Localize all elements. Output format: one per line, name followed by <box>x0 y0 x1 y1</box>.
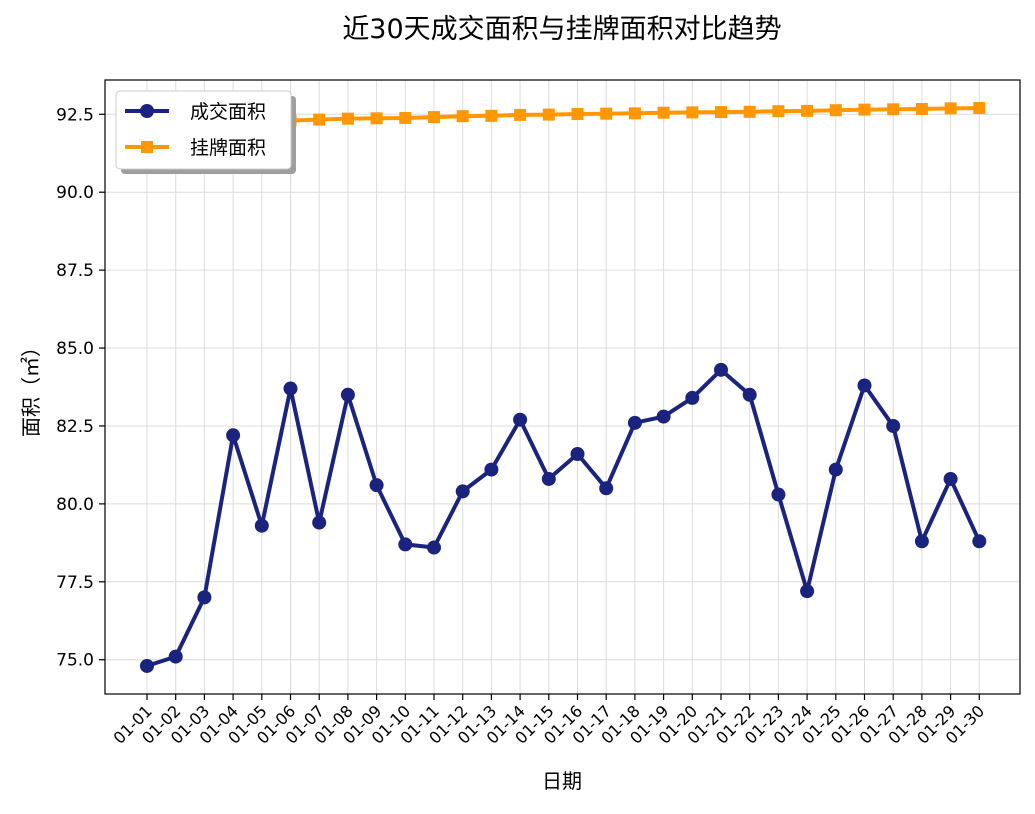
deal-area-point <box>255 519 269 533</box>
deal-area-point <box>743 388 757 402</box>
y-tick-label: 92.5 <box>56 105 94 125</box>
listing-area-point <box>772 105 784 117</box>
listing-area-point <box>801 105 813 117</box>
deal-area-point <box>886 419 900 433</box>
listing-area-point <box>629 107 641 119</box>
y-tick-label: 77.5 <box>56 573 94 593</box>
listing-area-point <box>514 109 526 121</box>
deal-area-point <box>513 413 527 427</box>
y-tick-label: 80.0 <box>56 495 94 515</box>
listing-area-point <box>916 103 928 115</box>
y-tick-label: 75.0 <box>56 651 94 671</box>
deal-area-point <box>398 537 412 551</box>
deal-area-point <box>858 378 872 392</box>
legend-marker-listing-area <box>141 141 153 153</box>
deal-area-point <box>284 382 298 396</box>
deal-area-point <box>169 650 183 664</box>
deal-area-point <box>628 416 642 430</box>
y-tick-label: 87.5 <box>56 261 94 281</box>
listing-area-point <box>572 108 584 120</box>
deal-area-point <box>944 472 958 486</box>
listing-area-point <box>945 102 957 114</box>
y-tick-label: 90.0 <box>56 183 94 203</box>
deal-area-point <box>571 447 585 461</box>
deal-area-point <box>685 391 699 405</box>
deal-area-point <box>456 484 470 498</box>
deal-area-point <box>915 534 929 548</box>
listing-area-point <box>457 110 469 122</box>
listing-area-point <box>686 106 698 118</box>
deal-area-point <box>484 463 498 477</box>
y-axis-label: 面积（㎡） <box>19 337 43 437</box>
listing-area-point <box>485 110 497 122</box>
deal-area-point <box>140 659 154 673</box>
legend[interactable]: 成交面积 挂牌面积 <box>116 91 296 174</box>
listing-area-point <box>371 112 383 124</box>
listing-area-point <box>658 107 670 119</box>
deal-area-point <box>197 590 211 604</box>
listing-area-point <box>543 109 555 121</box>
legend-marker-deal-area <box>140 104 154 118</box>
deal-area-point <box>829 463 843 477</box>
legend-label-listing-area: 挂牌面积 <box>190 137 266 159</box>
listing-area-point <box>887 103 899 115</box>
listing-area-point <box>313 114 325 126</box>
deal-area-point <box>312 516 326 530</box>
listing-area-point <box>715 106 727 118</box>
deal-area-point <box>542 472 556 486</box>
listing-area-point <box>973 102 985 114</box>
deal-area-point <box>226 428 240 442</box>
y-tick-label: 82.5 <box>56 417 94 437</box>
deal-area-point <box>599 481 613 495</box>
legend-label-deal-area: 成交面积 <box>190 101 266 123</box>
x-axis-label: 日期 <box>542 769 582 793</box>
series-layer <box>140 102 986 673</box>
listing-area-point <box>600 108 612 120</box>
deal-area-point <box>370 478 384 492</box>
deal-area-point <box>657 410 671 424</box>
deal-area-point <box>714 363 728 377</box>
listing-area-point <box>342 113 354 125</box>
listing-area-point <box>399 112 411 124</box>
deal-area-point <box>341 388 355 402</box>
deal-area-point <box>972 534 986 548</box>
listing-area-point <box>428 111 440 123</box>
listing-area-point <box>830 104 842 116</box>
deal-area-point <box>800 584 814 598</box>
deal-area-point <box>427 541 441 555</box>
y-tick-label: 85.0 <box>56 339 94 359</box>
chart-title: 近30天成交面积与挂牌面积对比趋势 <box>342 14 781 45</box>
listing-area-point <box>744 106 756 118</box>
listing-area-point <box>859 104 871 116</box>
deal-area-point <box>771 488 785 502</box>
deal-area-line <box>147 370 979 666</box>
